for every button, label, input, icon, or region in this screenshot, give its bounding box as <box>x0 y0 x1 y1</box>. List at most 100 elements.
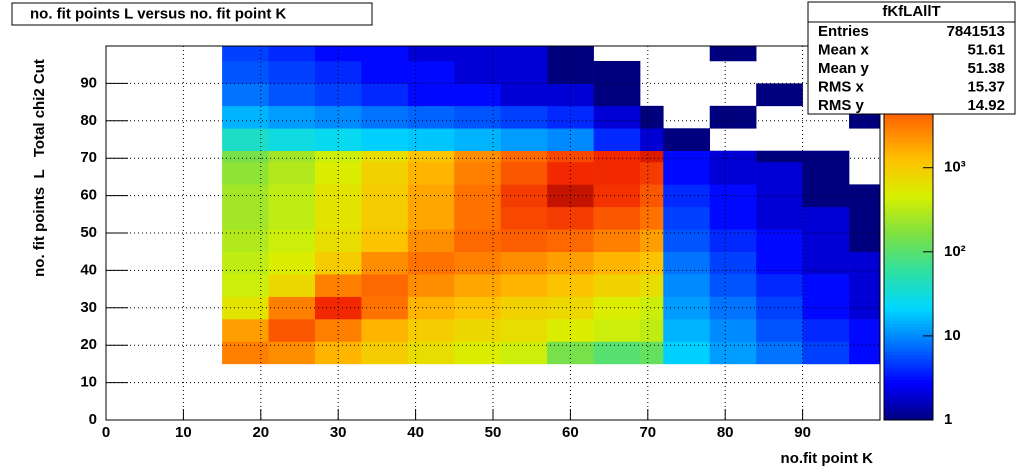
heat-cell <box>547 274 594 297</box>
heat-cell <box>663 341 711 365</box>
color-bar-slice <box>884 357 933 362</box>
heat-cell <box>663 206 711 230</box>
stats-label: RMS y <box>818 97 865 114</box>
color-bar-slice <box>884 317 933 321</box>
heat-cell <box>268 251 316 275</box>
z-tick-label: 10² <box>944 243 966 260</box>
heat-cell <box>361 206 409 230</box>
color-bar-slice <box>884 298 933 303</box>
y-tick-label: 0 <box>89 411 97 428</box>
y-tick-label: 80 <box>80 112 97 129</box>
heat-cell <box>849 251 881 275</box>
heat-cell <box>802 229 850 252</box>
heat-cell <box>361 319 409 342</box>
stats-label: Mean y <box>818 60 870 77</box>
heat-cell <box>593 105 641 129</box>
heat-cell <box>500 206 548 230</box>
plot-frame <box>105 45 881 421</box>
color-bar-slice <box>884 173 933 178</box>
heat-cell <box>663 128 711 152</box>
color-bar-slice <box>884 208 933 212</box>
heat-cell <box>222 251 269 275</box>
color-bar-slice <box>884 186 933 190</box>
color-bar-slice <box>884 289 933 293</box>
heat-cell <box>756 83 803 107</box>
heat-cell <box>756 184 803 208</box>
color-bar-slice <box>884 211 933 215</box>
heat-cell <box>454 296 502 320</box>
heat-cell <box>361 46 409 62</box>
color-bar-slice <box>884 226 933 231</box>
heat-cell <box>709 319 757 342</box>
heat-cell <box>361 161 409 185</box>
heat-cell <box>802 251 850 275</box>
heat-cell <box>500 341 548 365</box>
heat-cell <box>268 296 316 320</box>
color-bar-slice <box>884 404 933 409</box>
color-bar-slice <box>884 323 933 327</box>
stats-value: 51.38 <box>967 60 1005 77</box>
heat-cell <box>802 296 850 320</box>
heat-cell <box>407 251 455 275</box>
heat-cell <box>222 60 269 84</box>
heat-cell <box>454 319 502 342</box>
heat-cell <box>547 341 594 365</box>
heat-cell <box>361 341 409 365</box>
y-tick-label: 10 <box>80 374 97 391</box>
heat-cell <box>709 229 757 252</box>
y-tick-label: 90 <box>80 74 97 91</box>
y-tick-label: 30 <box>80 299 97 316</box>
heat-cell <box>640 206 664 230</box>
color-bar-slice <box>884 285 933 290</box>
heat-cell <box>314 46 362 62</box>
color-bar-slice <box>884 176 933 181</box>
x-tick-label: 20 <box>252 424 269 441</box>
color-bar-slice <box>884 342 933 346</box>
heat-cell <box>802 341 850 365</box>
heat-cell <box>407 161 455 185</box>
heat-cell <box>454 105 502 129</box>
color-bar-slice <box>884 273 933 278</box>
color-bar-slice <box>884 217 933 222</box>
heat-cell <box>709 251 757 275</box>
heat-cell <box>407 83 455 107</box>
heat-cell <box>547 105 594 129</box>
heat-cell <box>802 274 850 297</box>
heat-cell <box>709 161 757 185</box>
heat-cell <box>849 296 881 320</box>
heat-cell <box>802 150 850 163</box>
color-bar-slice <box>884 233 933 237</box>
y-tick-label: 70 <box>80 149 97 166</box>
heat-cell <box>268 206 316 230</box>
heat-cell <box>709 150 757 163</box>
heat-cell <box>640 128 664 152</box>
heat-cell <box>268 60 316 84</box>
z-tick-label: 1 <box>944 411 952 428</box>
heat-cell <box>756 206 803 230</box>
color-bar-slice <box>884 180 933 184</box>
heat-cell <box>593 161 641 185</box>
color-bar-slice <box>884 155 933 159</box>
stats-title: fKfLAllT <box>882 3 940 20</box>
color-bar-slice <box>884 164 933 169</box>
heat-cell <box>314 128 362 152</box>
heat-cell <box>314 161 362 185</box>
color-bar-slice <box>884 223 933 228</box>
heat-cell <box>222 128 269 152</box>
heat-cell <box>361 105 409 129</box>
stats-label: Mean x <box>818 41 870 58</box>
heat-cell <box>663 274 711 297</box>
heat-cell <box>268 83 316 107</box>
stats-value: 51.61 <box>967 41 1005 58</box>
color-bar-slice <box>884 195 933 200</box>
heat-cell <box>454 60 502 84</box>
color-bar-slice <box>884 133 933 137</box>
heat-cell <box>756 229 803 252</box>
color-bar-slice <box>884 304 933 309</box>
y-tick-label: 60 <box>80 187 97 204</box>
heat-cell <box>407 341 455 365</box>
heat-cell <box>663 229 711 252</box>
color-bar-slice <box>884 379 933 384</box>
stats-value: 7841513 <box>947 23 1005 40</box>
heat-cell <box>593 206 641 230</box>
